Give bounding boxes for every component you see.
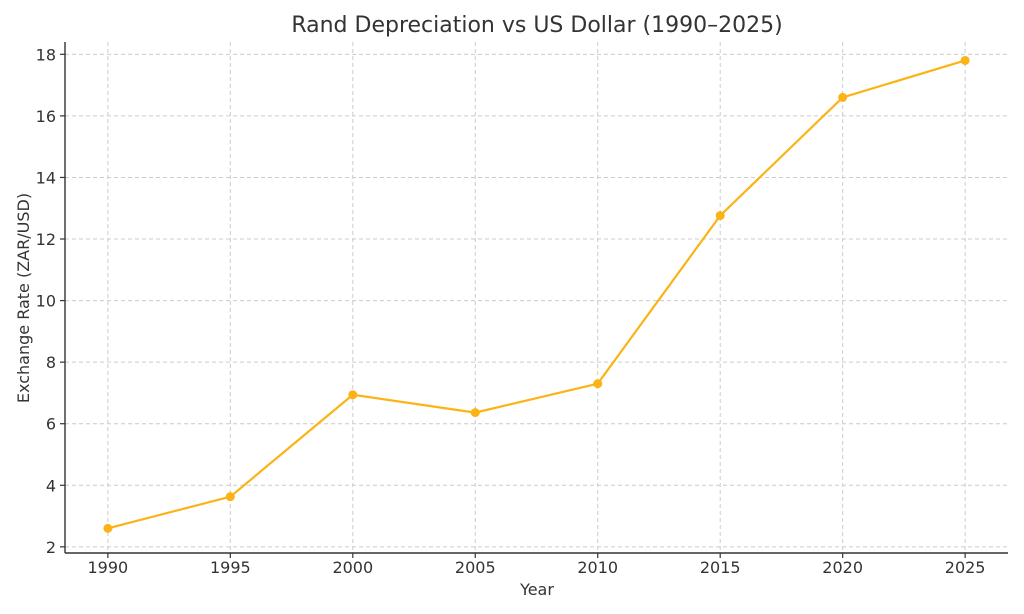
data-point bbox=[715, 211, 725, 221]
x-tick-label: 2005 bbox=[455, 558, 496, 577]
axes bbox=[64, 42, 1008, 554]
grid bbox=[65, 42, 1008, 553]
data-point bbox=[348, 390, 358, 400]
y-tick-label: 18 bbox=[36, 45, 56, 64]
y-tick-label: 4 bbox=[46, 476, 56, 495]
data-point bbox=[838, 92, 848, 102]
x-tick-label: 2015 bbox=[700, 558, 741, 577]
x-axis-label: Year bbox=[519, 580, 554, 599]
y-tick-label: 16 bbox=[36, 107, 56, 126]
y-tick-label: 6 bbox=[46, 415, 56, 434]
x-tick-label: 2000 bbox=[332, 558, 373, 577]
x-tick-label: 2025 bbox=[945, 558, 986, 577]
y-tick-label: 14 bbox=[36, 168, 56, 187]
y-axis-label: Exchange Rate (ZAR/USD) bbox=[14, 193, 33, 403]
y-ticks: 2 4 6 8 10 12 14 16 18 bbox=[36, 45, 65, 557]
series-line bbox=[107, 59, 966, 530]
y-tick-label: 8 bbox=[46, 353, 56, 372]
y-tick-label: 10 bbox=[36, 292, 56, 311]
series bbox=[103, 55, 970, 533]
data-point bbox=[960, 55, 970, 65]
data-point bbox=[225, 492, 235, 502]
y-tick-label: 12 bbox=[36, 230, 56, 249]
x-tick-label: 1995 bbox=[210, 558, 251, 577]
x-tick-label: 1990 bbox=[88, 558, 129, 577]
x-ticks: 1990 1995 2000 2005 2010 2015 2020 2025 bbox=[88, 553, 986, 577]
x-tick-label: 2020 bbox=[822, 558, 863, 577]
chart-title: Rand Depreciation vs US Dollar (1990–202… bbox=[291, 13, 782, 38]
data-point bbox=[103, 523, 113, 533]
x-tick-label: 2010 bbox=[577, 558, 618, 577]
y-tick-label: 2 bbox=[46, 538, 56, 557]
data-point bbox=[470, 408, 480, 418]
data-point bbox=[593, 379, 603, 389]
